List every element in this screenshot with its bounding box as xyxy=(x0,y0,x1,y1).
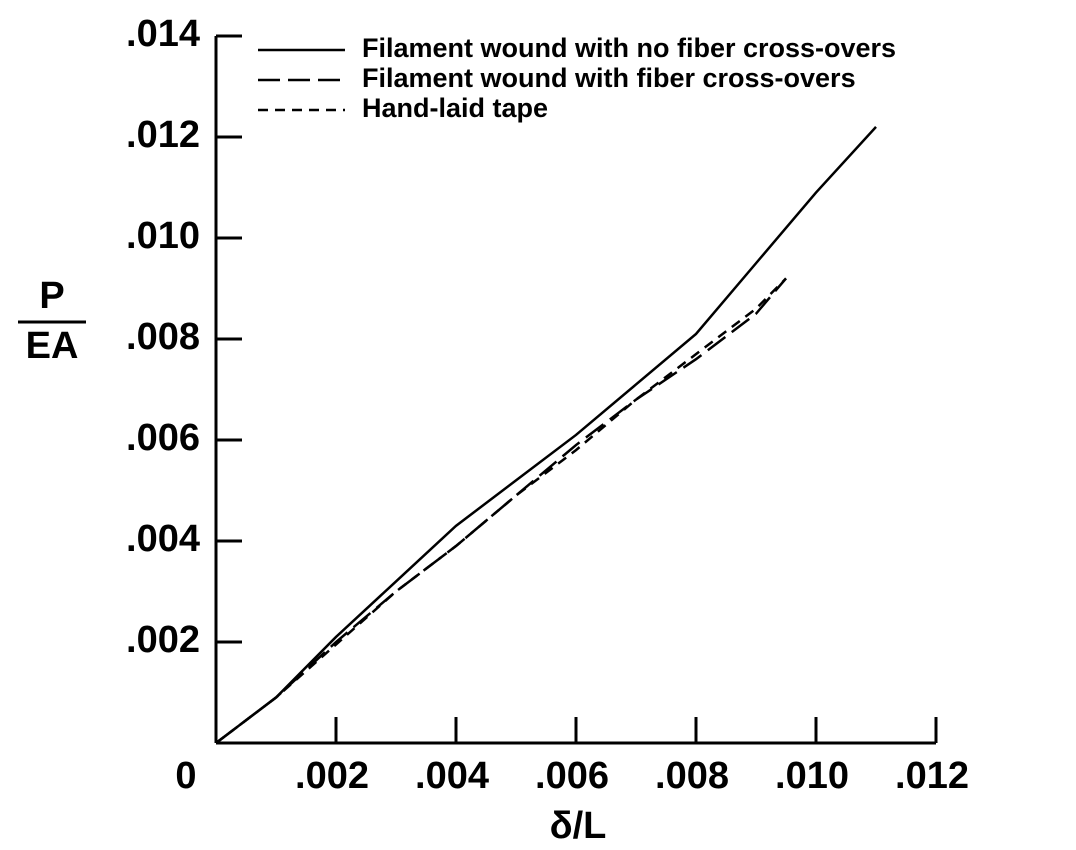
x-tick-label: .010 xyxy=(775,755,849,797)
x-tick-label: .004 xyxy=(415,755,489,797)
y-label-numerator: P xyxy=(39,275,64,317)
y-tick-label: .008 xyxy=(126,316,200,358)
series-line xyxy=(215,277,787,744)
y-tick-label: .014 xyxy=(126,13,200,55)
x-tick-label: .006 xyxy=(535,755,609,797)
series-line xyxy=(215,277,787,744)
legend-label: Hand-laid tape xyxy=(362,93,548,123)
y-tick-label: .012 xyxy=(126,114,200,156)
y-label-denominator: EA xyxy=(26,325,79,367)
x-tick-label: .012 xyxy=(895,755,969,797)
y-tick-label: .002 xyxy=(126,619,200,661)
legend-label: Filament wound with no fiber cross-overs xyxy=(362,33,896,63)
y-tick-label: .004 xyxy=(126,518,200,560)
x-tick-label: 0 xyxy=(175,755,196,797)
y-tick-label: .010 xyxy=(126,215,200,257)
x-tick-label: .002 xyxy=(295,755,369,797)
y-tick-label: .006 xyxy=(126,417,200,459)
x-tick-label: .008 xyxy=(655,755,729,797)
series-line xyxy=(215,126,877,744)
legend-label: Filament wound with fiber cross-overs xyxy=(362,63,856,93)
x-label: δ/L xyxy=(550,805,607,847)
